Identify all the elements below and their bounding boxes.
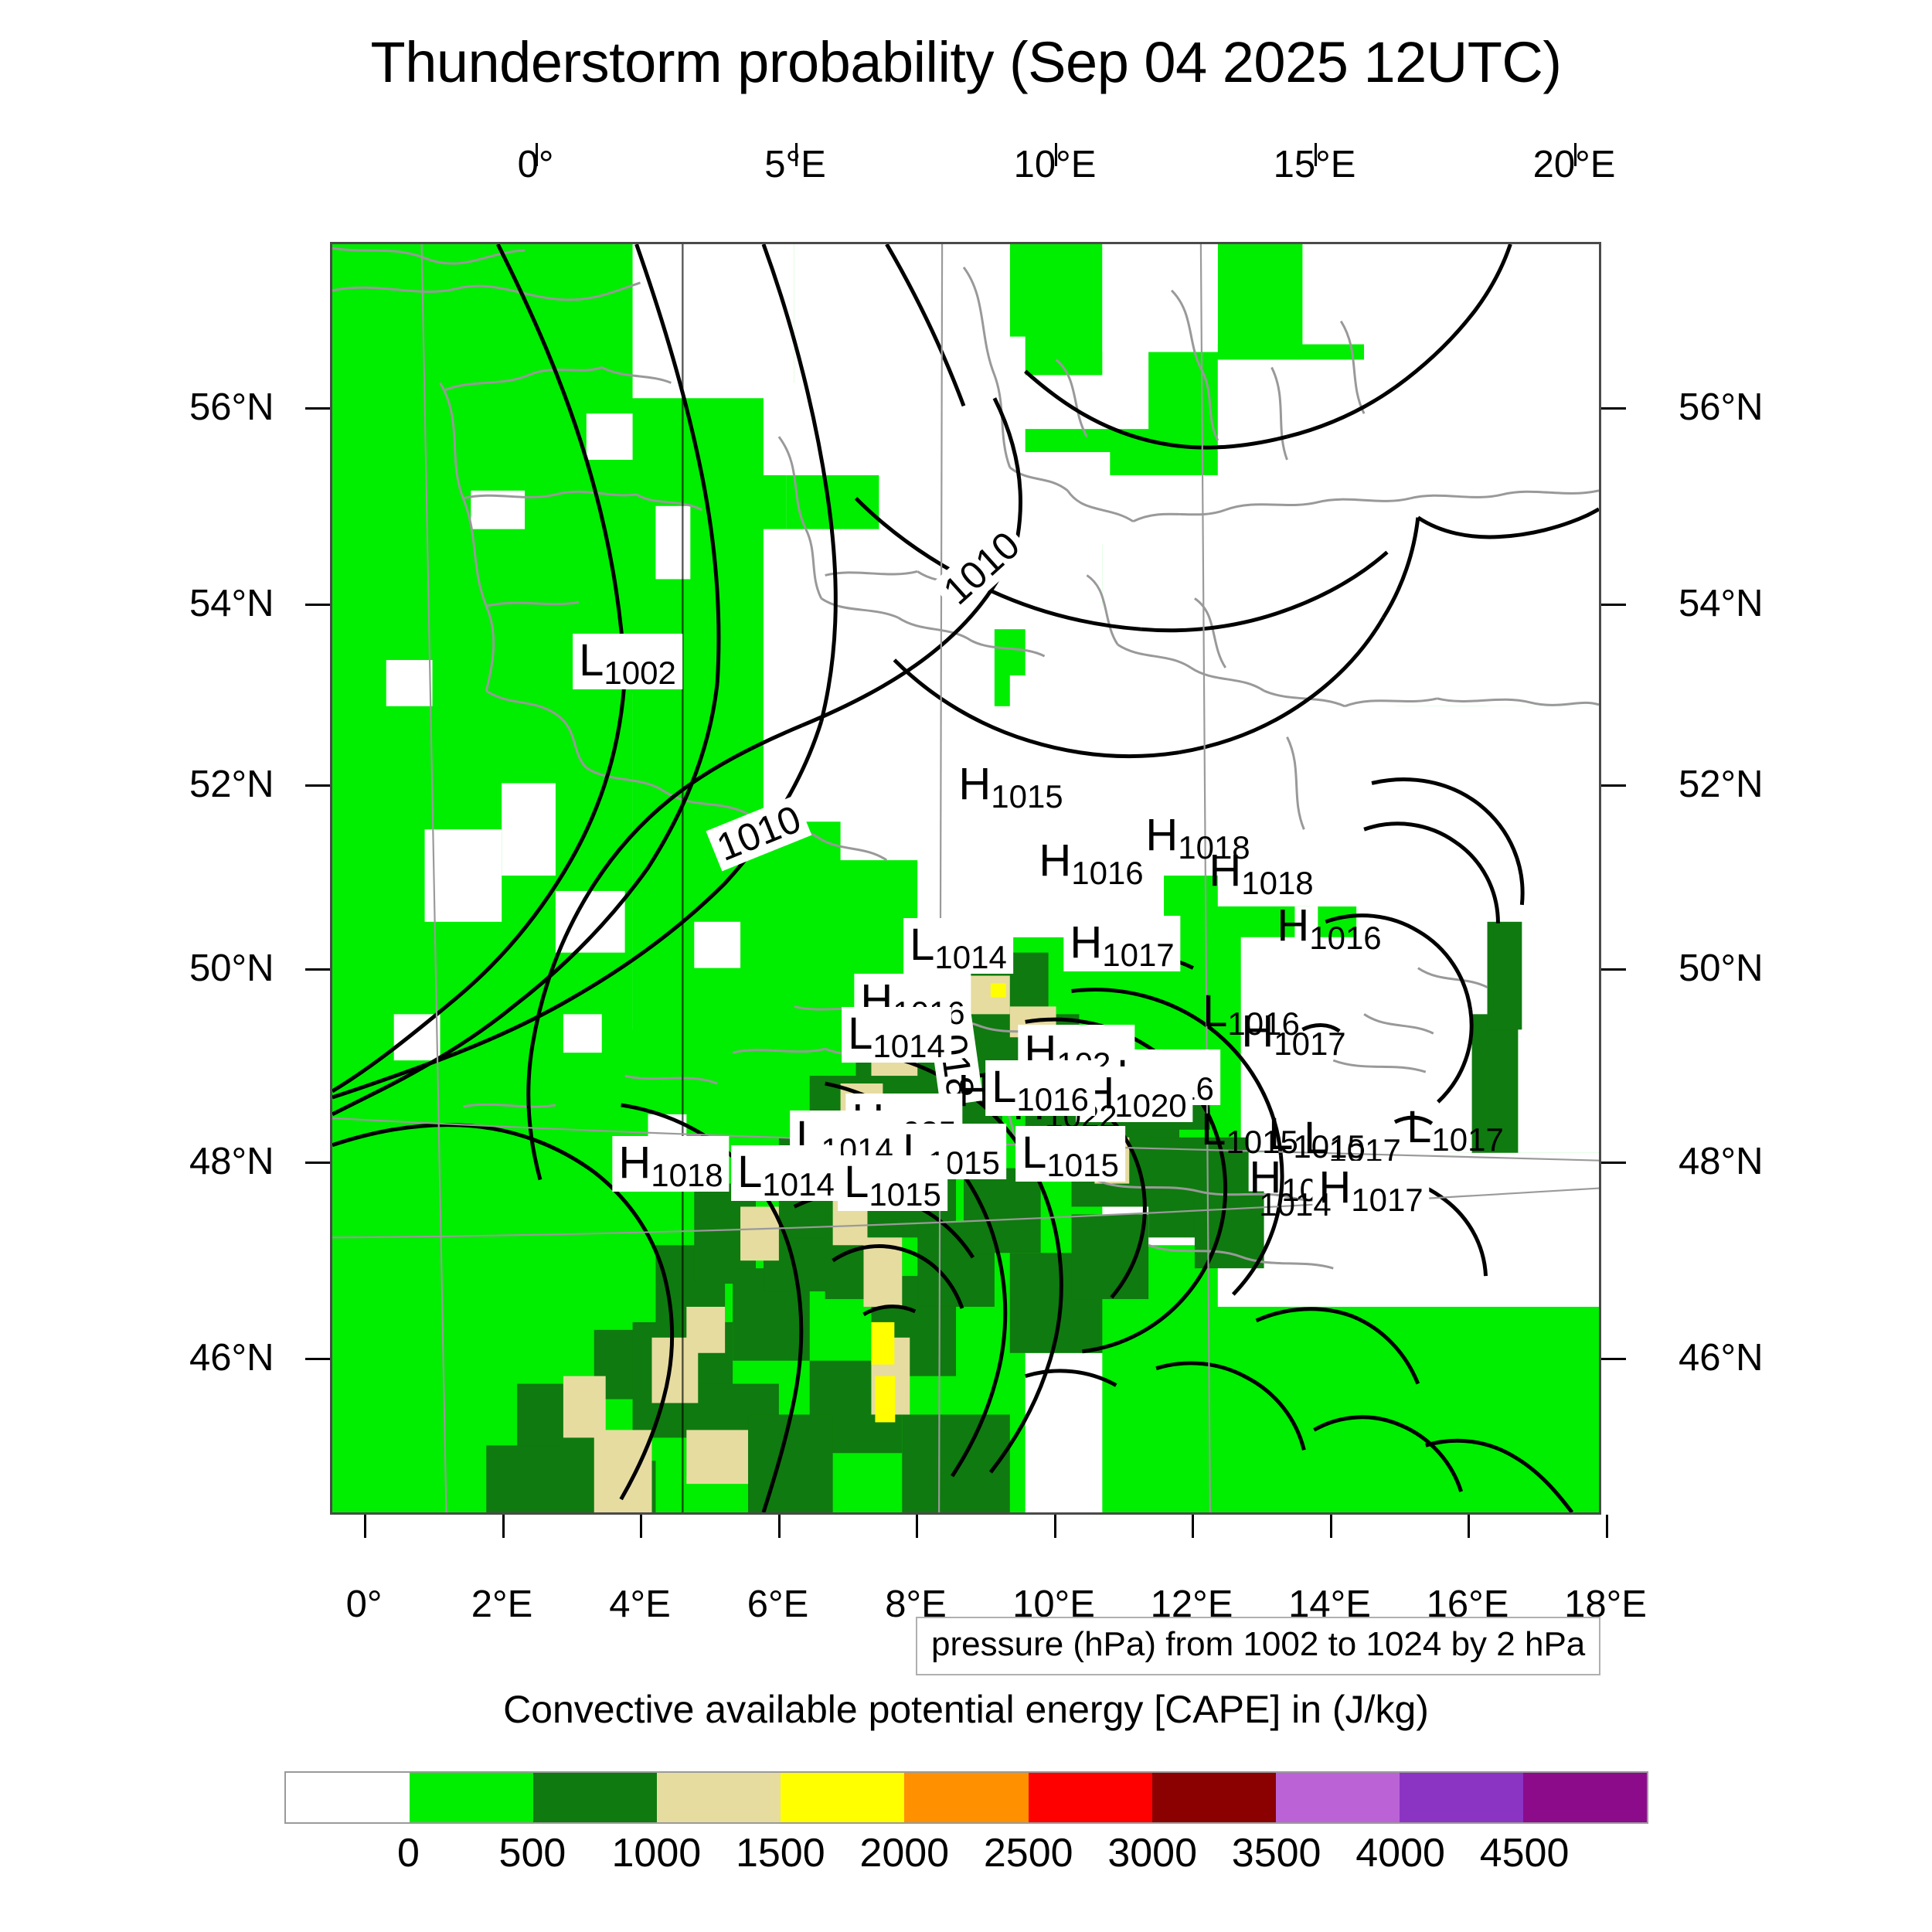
right-axis-tick-label: 56°N <box>1679 386 1764 428</box>
pressure-label-h1018-a: H1018 <box>1145 810 1250 866</box>
pressure-label-l1017-a: L1017 <box>1304 1113 1401 1168</box>
pressure-label-l1017-b: L1017 <box>1406 1102 1504 1158</box>
pressure-label-h1017-b: H1017 <box>1241 1006 1346 1062</box>
left-axis-tick-label: 54°N <box>189 583 274 624</box>
top-axis-tick <box>1574 143 1577 166</box>
colorbar-tick-label: 0 <box>396 1831 420 1876</box>
colorbar-swatch[interactable] <box>286 1773 410 1822</box>
colorbar-swatch[interactable] <box>781 1773 905 1822</box>
colorbar-title: Convective available potential energy [C… <box>503 1688 1429 1731</box>
colorbar-swatch[interactable] <box>1028 1773 1152 1822</box>
right-axis-tick-label: 48°N <box>1679 1141 1764 1182</box>
right-axis-tick <box>1601 407 1626 410</box>
right-axis-tick-label: 50°N <box>1679 947 1764 989</box>
bottom-axis-tick <box>1192 1515 1194 1538</box>
bottom-axis-tick-label: 6°E <box>747 1583 809 1625</box>
colorbar-tick-label: 4000 <box>1355 1831 1445 1876</box>
pressure-label-l1015-b: L1015 <box>1015 1126 1125 1182</box>
colorbar-tick-label: 500 <box>498 1831 566 1876</box>
right-axis-tick <box>1601 1358 1626 1360</box>
right-axis-tick-label: 54°N <box>1679 583 1764 624</box>
pressure-label-h1016-a: H1016 <box>1032 834 1150 889</box>
bottom-axis-tick <box>1605 1515 1608 1538</box>
top-axis-tick <box>1315 143 1317 166</box>
colorbar-swatch[interactable] <box>904 1773 1029 1822</box>
colorbar-tick-label: 1000 <box>611 1831 702 1876</box>
top-axis-tick <box>795 143 798 166</box>
left-axis-tick <box>305 784 330 787</box>
right-axis-tick <box>1601 968 1626 971</box>
left-axis-tick-label: 52°N <box>189 764 274 805</box>
pressure-label-h1016-b: H1016 <box>1277 900 1382 956</box>
top-longitude-axis: 0°5°E10°E15°E20°E <box>0 143 1932 189</box>
pressure-label-l1014-d: L1014 <box>731 1145 841 1201</box>
top-axis-tick <box>536 143 538 166</box>
colorbar-tick-label: 3500 <box>1231 1831 1321 1876</box>
pressure-label-l1014-a: L1014 <box>903 918 1013 974</box>
colorbar-swatch[interactable] <box>657 1773 781 1822</box>
pressure-label-l1016-a: L1016 <box>1202 986 1300 1042</box>
pressure-label-l1015-a: L1015 <box>896 1124 1006 1179</box>
pressure-label-l1015-d: L1015 <box>1268 1109 1366 1165</box>
colorbar-swatch[interactable] <box>410 1773 534 1822</box>
colorbar-tick-label: 1500 <box>735 1831 825 1876</box>
colorbar-swatch[interactable] <box>1275 1773 1400 1822</box>
colorbar-tick-label: 2000 <box>859 1831 950 1876</box>
colorbar-tick-label: 4500 <box>1479 1831 1570 1876</box>
left-axis-tick <box>305 1162 330 1164</box>
left-axis-tick-label: 48°N <box>189 1141 274 1182</box>
pressure-label-1014-edge: 1014 <box>1259 1186 1332 1223</box>
pressure-label-l1015-e: L1015 <box>838 1155 947 1211</box>
colorbar-tick-label: 3000 <box>1107 1831 1198 1876</box>
pressure-label-h1017-c: H1017 <box>1312 1161 1430 1216</box>
pressure-caption: pressure (hPa) from 1002 to 1024 by 2 hP… <box>916 1617 1601 1675</box>
pressure-label-l1016-c: L1016 <box>985 1060 1095 1116</box>
bottom-axis-tick <box>1053 1515 1056 1538</box>
cape-shading-white <box>386 244 1599 1307</box>
cape-colorbar[interactable] <box>284 1771 1648 1824</box>
bottom-axis-tick <box>1468 1515 1470 1538</box>
colorbar-swatch[interactable] <box>1522 1773 1648 1822</box>
bottom-axis-tick <box>777 1515 781 1538</box>
bottom-axis-tick <box>364 1515 366 1538</box>
map-canvas <box>332 244 1599 1512</box>
left-axis-tick <box>305 604 330 606</box>
bottom-axis-tick-label: 0° <box>345 1583 383 1625</box>
right-axis-tick <box>1601 1162 1626 1164</box>
colorbar-swatch[interactable] <box>533 1773 658 1822</box>
pressure-label-h1017-a: H1017 <box>1063 916 1181 971</box>
page-title: Thunderstorm probability (Sep 04 2025 12… <box>370 30 1563 94</box>
map-panel[interactable]: 1010 1010 1018 L1002 H1015 H1016 H1018 H… <box>330 242 1601 1515</box>
right-axis-tick <box>1601 604 1626 606</box>
right-axis-tick-label: 46°N <box>1679 1337 1764 1379</box>
pressure-label-h1018-c: H1018 <box>612 1136 730 1192</box>
colorbar-tick-label: 2500 <box>983 1831 1073 1876</box>
colorbar-swatch[interactable] <box>1399 1773 1523 1822</box>
bottom-axis-tick <box>640 1515 642 1538</box>
right-axis-tick <box>1601 784 1626 787</box>
bottom-axis-tick <box>502 1515 505 1538</box>
pressure-label-l1015-c: L1015 <box>1201 1104 1298 1160</box>
bottom-axis-tick <box>1329 1515 1332 1538</box>
pressure-label-h1018-b: H1018 <box>1209 845 1314 901</box>
bottom-axis-tick <box>916 1515 918 1538</box>
pressure-label-l1014-b: L1014 <box>842 1007 951 1063</box>
left-axis-tick-label: 56°N <box>189 386 274 428</box>
pressure-label-h1020: H1020 <box>1076 1066 1193 1122</box>
left-axis-tick <box>305 407 330 410</box>
top-axis-tick <box>1055 143 1057 166</box>
left-axis-tick <box>305 1358 330 1360</box>
right-axis-tick-label: 52°N <box>1679 764 1764 805</box>
bottom-longitude-axis: 0° 2°E 4°E 6°E 8°E 10°E 12°E 14°E 16°E 18°E <box>0 1569 1932 1625</box>
left-axis-tick-label: 46°N <box>189 1337 274 1379</box>
pressure-label-l1002: L1002 <box>573 634 682 689</box>
colorbar-tick-labels: 0 500 1000 1500 2000 2500 3000 3500 4000 4500 <box>284 1830 1648 1884</box>
pressure-label-h1015: H1015 <box>958 759 1063 815</box>
left-axis-tick-label: 50°N <box>189 947 274 989</box>
left-axis-tick <box>305 968 330 971</box>
bottom-axis-tick-label: 2°E <box>471 1583 533 1625</box>
bottom-axis-tick-label: 4°E <box>609 1583 671 1625</box>
colorbar-swatch[interactable] <box>1151 1773 1276 1822</box>
graticule <box>332 244 1599 1512</box>
